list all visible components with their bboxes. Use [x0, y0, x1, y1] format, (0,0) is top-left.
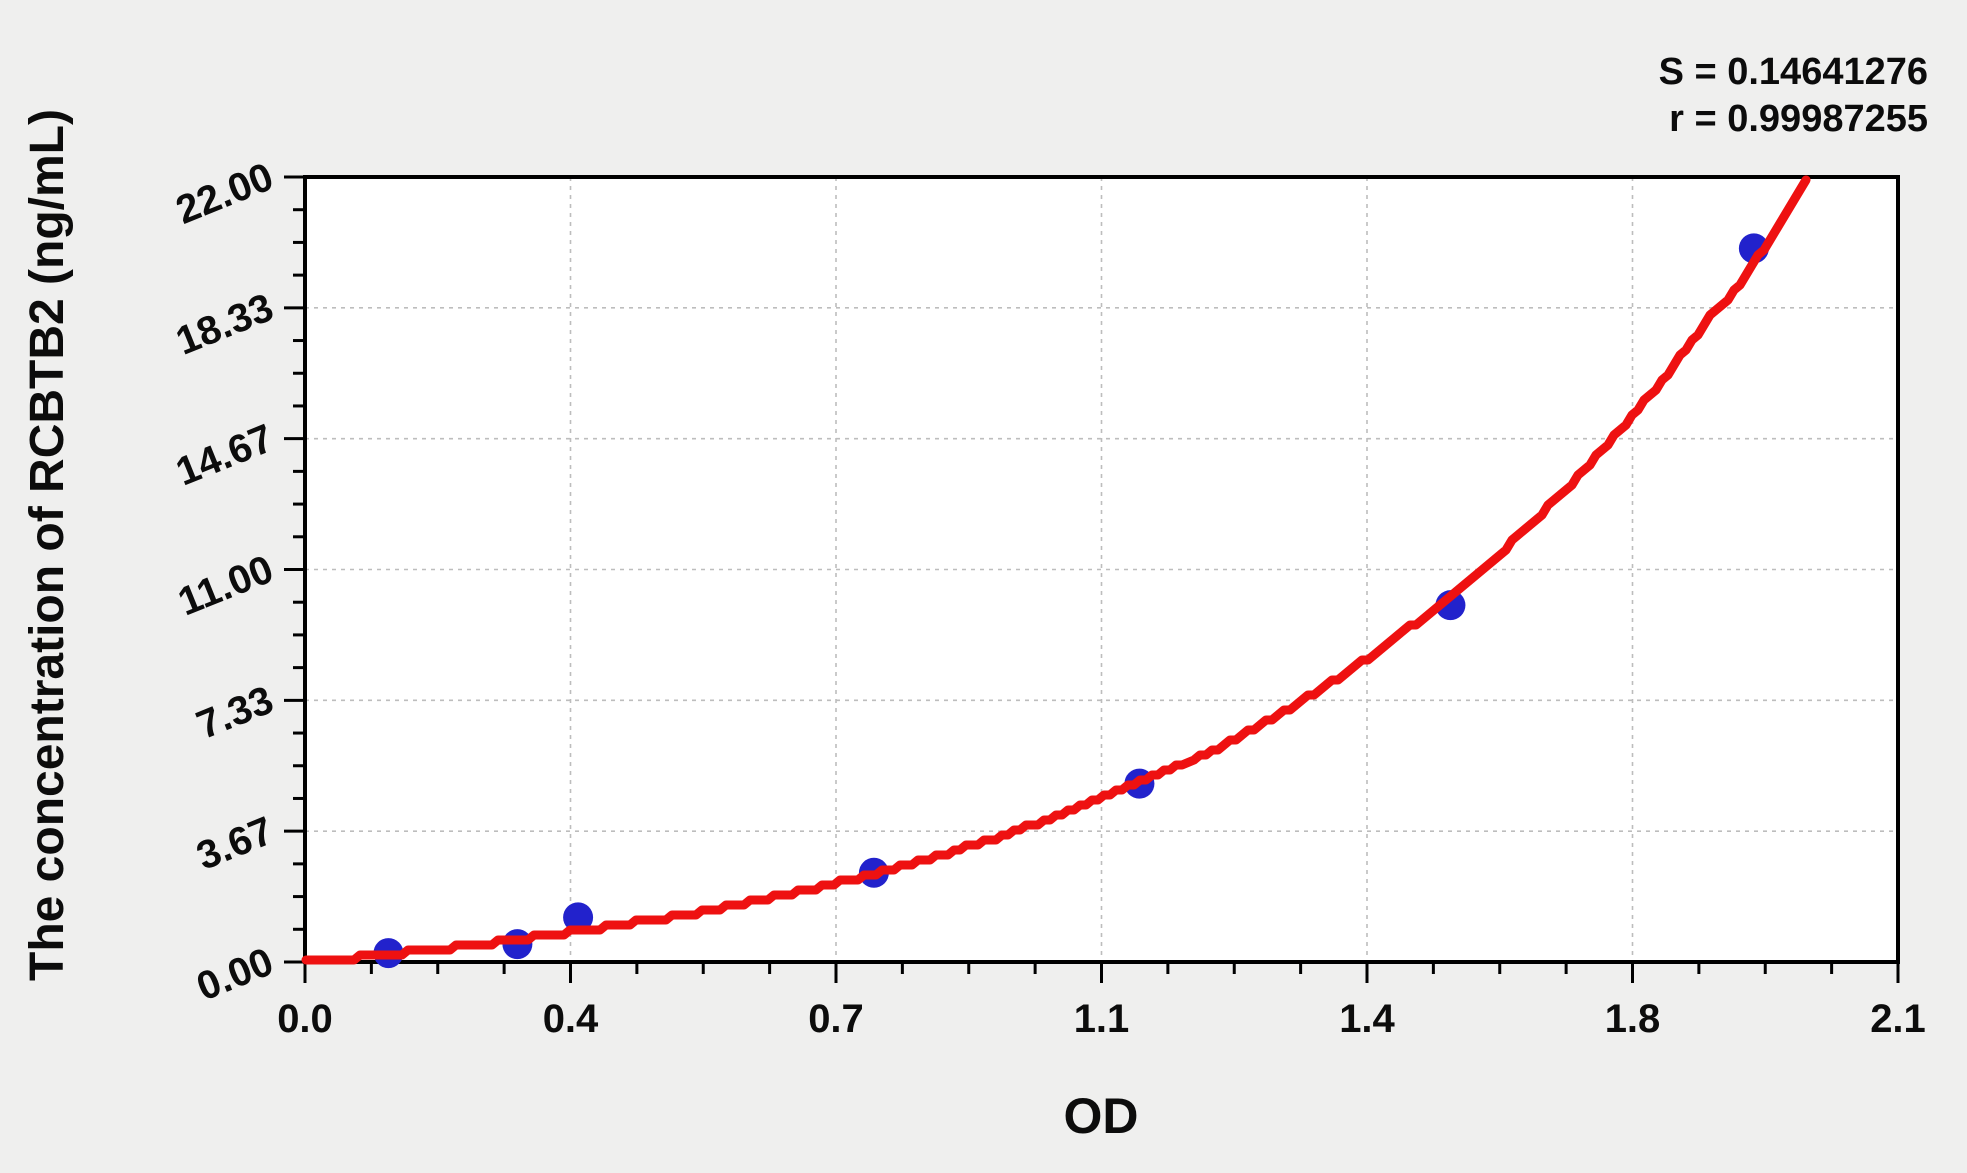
plot-area	[305, 177, 1898, 962]
x-tick-label: 1.1	[1074, 997, 1130, 1041]
y-tick-label: 18.33	[170, 285, 279, 363]
x-tick-label: 2.1	[1870, 997, 1926, 1041]
standard-data-point	[563, 902, 594, 933]
regression-curve-path	[301, 175, 1811, 965]
plot-background	[305, 177, 1898, 962]
x-tick-label: 1.4	[1339, 997, 1395, 1041]
x-tick-label: 0.0	[277, 997, 333, 1041]
y-tick-label: 14.67	[170, 416, 279, 494]
x-tick-label: 0.4	[543, 997, 599, 1041]
x-tick-label: 0.7	[808, 997, 864, 1041]
fit-r-statistic: r = 0.99987255	[1669, 98, 1928, 140]
y-tick-label: 3.67	[191, 809, 280, 879]
x-tick-label: 1.8	[1605, 997, 1661, 1041]
y-tick-label: 11.00	[172, 547, 279, 624]
y-tick-label: 0.00	[191, 940, 280, 1010]
fit-s-statistic: S = 0.14641276	[1659, 51, 1928, 93]
x-axis-title: OD	[1064, 1088, 1139, 1144]
axis-ticks	[284, 175, 1900, 983]
y-axis-title: The concentration of RCBTB2 (ng/mL)	[21, 109, 74, 981]
y-tick-label: 7.33	[191, 678, 280, 748]
fitted-curve	[301, 175, 1811, 965]
y-tick-label: 22.00	[170, 155, 279, 233]
